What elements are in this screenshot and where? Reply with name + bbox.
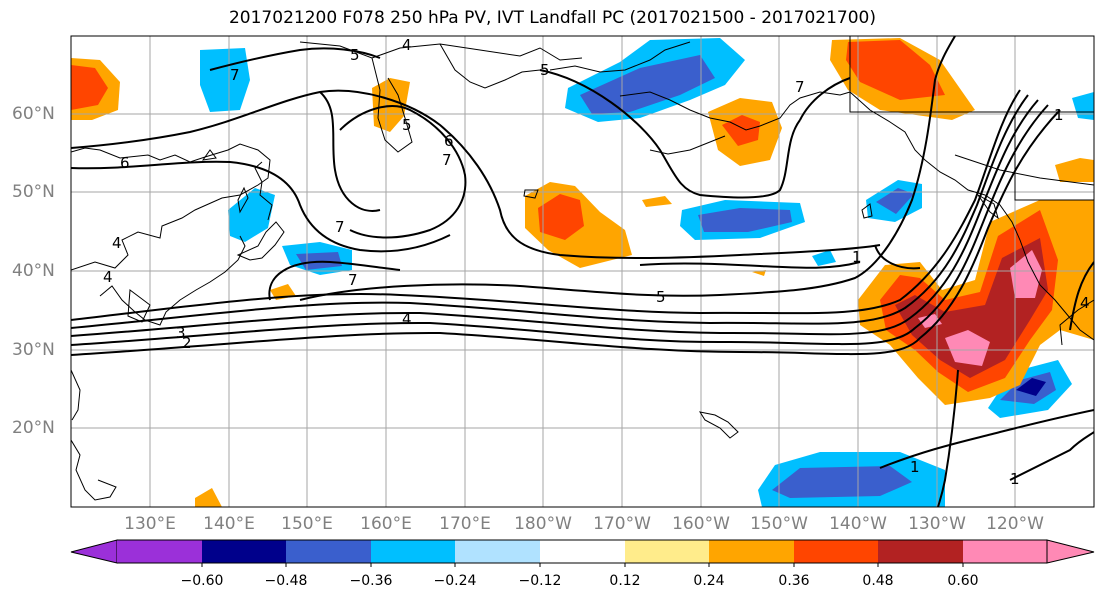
contour-label: 5	[402, 116, 412, 134]
colorbar-tick-label: −0.60	[180, 573, 224, 589]
contour-label: 3	[176, 324, 186, 342]
lon-label: 160°E	[360, 514, 412, 534]
colorbar-tick-label: 0.36	[778, 573, 810, 589]
colorbar-tick-label: −0.36	[349, 573, 393, 589]
lon-label: 120°W	[986, 514, 1044, 534]
lon-label: 180°W	[514, 514, 572, 534]
colorbar-segment	[455, 540, 540, 563]
contour-label: 7	[335, 218, 345, 236]
lon-label: 130°W	[908, 514, 966, 534]
colorbar-tick-label: 0.60	[947, 573, 979, 589]
lat-label: 60°N	[12, 104, 55, 124]
contour-label: 4	[1080, 294, 1090, 312]
lat-label: 20°N	[12, 418, 55, 438]
lon-label: 140°W	[829, 514, 887, 534]
contour-label: 5	[656, 288, 666, 306]
colorbar-segment	[286, 540, 371, 563]
contour-label: 1	[1010, 470, 1020, 488]
contour-label: 1	[1054, 106, 1064, 124]
colorbar-segment	[878, 540, 963, 563]
contour-label: 2	[182, 334, 192, 352]
colorbar-segment	[963, 540, 1047, 563]
pv-contours	[71, 36, 1094, 507]
colorbar-tick-label: 0.48	[862, 573, 894, 589]
colorbar-tick-label: −0.48	[264, 573, 308, 589]
contour-label: 7	[442, 151, 452, 169]
lon-label: 150°E	[281, 514, 333, 534]
colorbar-tick-label: 0.24	[693, 573, 725, 589]
lon-label: 130°E	[124, 514, 176, 534]
lat-label: 50°N	[12, 182, 55, 202]
colorbar-segment	[709, 540, 794, 563]
lon-label: 150°W	[750, 514, 808, 534]
graticule	[71, 36, 1094, 507]
colorbar-segment	[117, 540, 202, 563]
colorbar-segment	[70, 539, 118, 564]
lon-label: 170°E	[439, 514, 491, 534]
colorbar-segment	[371, 540, 455, 563]
contour-label: 7	[348, 271, 358, 289]
colorbar-segment	[202, 540, 286, 563]
contour-label: 5	[540, 61, 550, 79]
contour-label: 7	[795, 78, 805, 96]
contour-label: 4	[402, 36, 412, 54]
colorbar-segment	[794, 540, 878, 563]
colorbar-segment	[1046, 539, 1095, 564]
contour-label: 4	[112, 234, 122, 252]
colorbar-tick-label: 0.12	[609, 573, 641, 589]
lon-label: 140°E	[203, 514, 255, 534]
lon-label: 170°W	[593, 514, 651, 534]
colorbar-segment	[540, 540, 625, 563]
colorbar-segment	[625, 540, 709, 563]
colorbar-tick-label: −0.24	[433, 573, 477, 589]
contour-label: 1	[852, 248, 862, 266]
lat-label: 30°N	[12, 340, 55, 360]
colorbar	[70, 539, 1095, 567]
contour-label: 1	[910, 458, 920, 476]
contour-label: 6	[120, 154, 130, 172]
contour-label: 4	[103, 268, 113, 286]
map-frame	[70, 35, 1095, 508]
colorbar-tick-label: −0.12	[518, 573, 562, 589]
lat-label: 40°N	[12, 261, 55, 281]
map-title: 2017021200 F078 250 hPa PV, IVT Landfall…	[228, 8, 876, 28]
contour-label: 5	[350, 46, 360, 64]
contour-label: 7	[230, 66, 240, 84]
contour-label: 4	[402, 310, 412, 328]
lon-label: 160°W	[672, 514, 730, 534]
contour-label: 6	[444, 132, 454, 150]
contour-labels: 7 5 4 6 5 7 7 6 5 4 4 3 2 7 7 5 4 1 1 1 …	[103, 36, 1090, 488]
